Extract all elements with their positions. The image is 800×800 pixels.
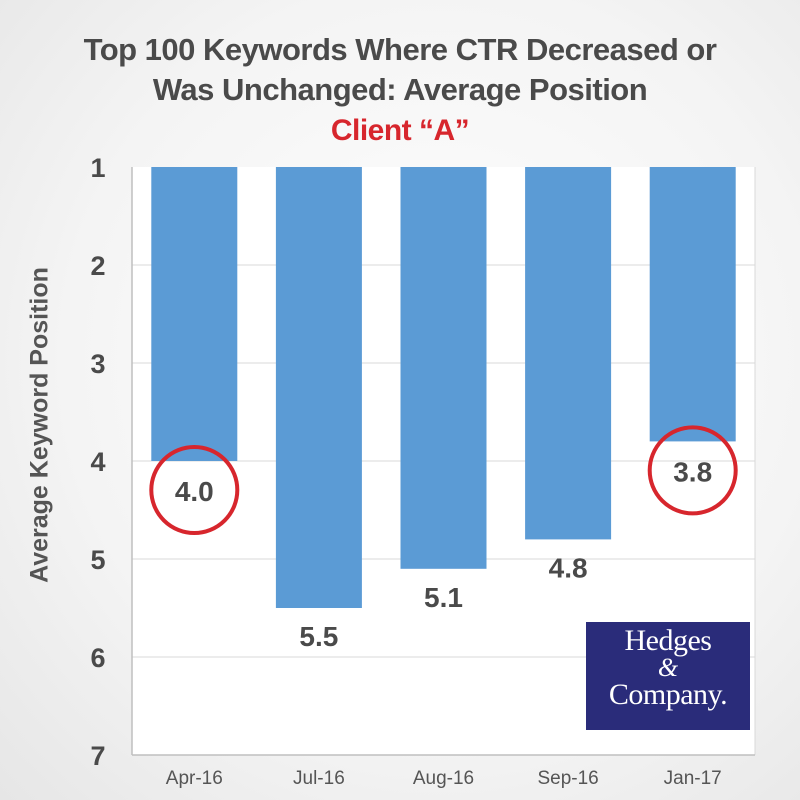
bar [275, 167, 362, 608]
data-label: 4.0 [175, 476, 214, 507]
y-tick-label: 3 [90, 349, 105, 379]
data-label: 4.8 [549, 552, 588, 583]
y-tick-label: 1 [90, 153, 105, 183]
highlight-circle [149, 445, 240, 535]
y-tick-label: 7 [90, 741, 105, 771]
data-label: 3.8 [673, 456, 712, 487]
bar [400, 167, 487, 569]
bar [151, 167, 238, 461]
data-label: 5.1 [424, 582, 463, 613]
x-tick-label: Jan-17 [664, 768, 722, 789]
chart-title: Top 100 Keywords Where CTR Decreased or [83, 32, 717, 67]
x-tick-label: Aug-16 [413, 768, 474, 789]
x-tick-label: Apr-16 [166, 768, 223, 789]
logo-ampersand: & [657, 653, 679, 682]
bar [525, 167, 612, 540]
y-tick-label: 5 [90, 545, 105, 575]
bar [649, 167, 736, 442]
chart-title-line2: Was Unchanged: Average Position [152, 72, 648, 107]
y-tick-label: 2 [90, 251, 105, 281]
y-axis-label: Average Keyword Position [25, 267, 54, 583]
highlight-circle [647, 425, 738, 516]
data-label: 5.5 [299, 621, 338, 652]
x-tick-label: Sep-16 [537, 768, 598, 789]
logo-text-line1: Hedges [624, 624, 712, 657]
chart-subtitle: Client “A” [330, 114, 470, 147]
logo-text-line3: Company. [608, 678, 728, 711]
y-tick-label: 6 [90, 643, 105, 673]
y-tick-label: 4 [90, 447, 105, 477]
x-tick-label: Jul-16 [293, 768, 345, 789]
company-logo: Hedges & Company. [586, 622, 750, 730]
